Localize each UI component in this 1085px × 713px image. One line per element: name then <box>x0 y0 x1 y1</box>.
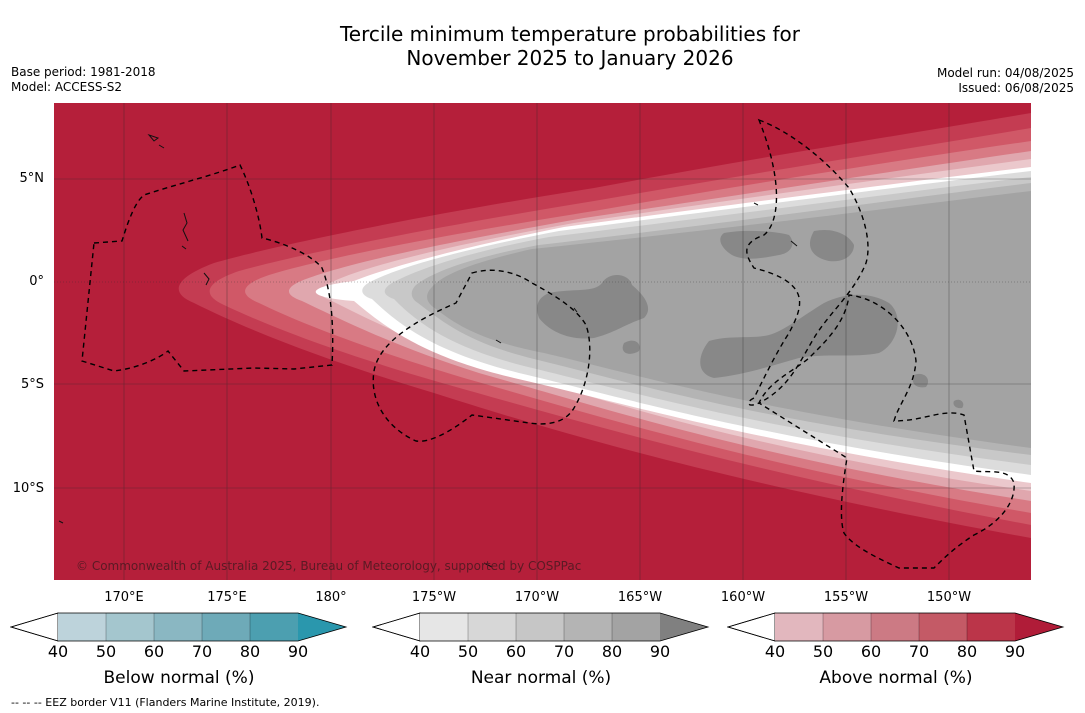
near-tick-label: 90 <box>649 642 671 661</box>
eez-footnote: -- -- -- EEZ border V11 (Flanders Marine… <box>11 696 320 709</box>
lat-label-0: 0° <box>29 274 44 289</box>
run-info: Model run: 04/08/2025 Issued: 06/08/2025 <box>937 66 1074 96</box>
lat-label-10s: 10°S <box>12 481 44 496</box>
near-colorbar-max-arrow <box>660 613 708 641</box>
above-tick-label: 80 <box>956 642 978 661</box>
model-name: Model: ACCESS-S2 <box>11 80 123 94</box>
map-graticule <box>54 103 1031 580</box>
below-colorbar-segment-4 <box>250 613 298 641</box>
near-tick-label: 70 <box>553 642 575 661</box>
above-colorbar-min-arrow <box>727 612 776 642</box>
below-colorbar-max-arrow <box>298 613 346 641</box>
above-colorbar-segment-1 <box>823 613 871 641</box>
near-tick-label: 50 <box>457 642 479 661</box>
above-tick-label: 90 <box>1004 642 1026 661</box>
lon-label-170e: 170°E <box>104 590 144 605</box>
map-svg <box>54 103 1031 580</box>
above-colorbar-max-arrow <box>1015 613 1063 641</box>
above-colorbar-segment-3 <box>919 613 967 641</box>
below-tick-label: 50 <box>95 642 117 661</box>
lat-label-5s: 5°S <box>20 377 44 392</box>
above-colorbar-outline <box>727 612 1065 642</box>
legend-title-above: Above normal (%) <box>819 668 973 688</box>
below-tick-label: 70 <box>191 642 213 661</box>
lon-label-155w: 155°W <box>823 590 869 605</box>
near-colorbar-segment-4 <box>612 613 660 641</box>
island-outlines <box>58 133 798 568</box>
near-tick-label: 40 <box>409 642 431 661</box>
title-line-1: Tercile minimum temperature probabilitie… <box>339 22 801 46</box>
near-colorbar-segment-3 <box>564 613 612 641</box>
lon-label-175e: 175°E <box>207 590 247 605</box>
map-title: Tercile minimum temperature probabilitie… <box>0 22 1085 70</box>
title-line-2: November 2025 to January 2026 <box>406 46 734 70</box>
colorbar-above <box>727 612 1065 642</box>
above-tick-label: 70 <box>908 642 930 661</box>
below-colorbar-segment-1 <box>106 613 154 641</box>
probability-map <box>54 103 1031 580</box>
model-info: Base period: 1981-2018 Model: ACCESS-S2 <box>11 65 156 95</box>
below-tick-label: 60 <box>143 642 165 661</box>
above-tick-label: 50 <box>812 642 834 661</box>
near-colorbar-segment-2 <box>516 613 564 641</box>
copyright-notice: © Commonwealth of Australia 2025, Bureau… <box>76 559 582 573</box>
near-tick-label: 80 <box>601 642 623 661</box>
colorbar-near <box>372 612 710 642</box>
below-tick-label: 40 <box>47 642 69 661</box>
below-tick-label: 80 <box>239 642 261 661</box>
near-colorbar-min-arrow <box>372 612 421 642</box>
colorbar-below <box>10 612 348 642</box>
below-colorbar-segment-3 <box>202 613 250 641</box>
above-tick-label: 60 <box>860 642 882 661</box>
base-period: Base period: 1981-2018 <box>11 65 156 79</box>
near-colorbar-segment-0 <box>420 613 468 641</box>
near-colorbar-segment-1 <box>468 613 516 641</box>
near-colorbar-outline <box>372 612 710 642</box>
near-tick-label: 60 <box>505 642 527 661</box>
eez-borders <box>81 118 1015 569</box>
above-tick-label: 40 <box>764 642 786 661</box>
below-colorbar-segment-0 <box>58 613 106 641</box>
above-colorbar-segment-0 <box>775 613 823 641</box>
lon-label-165w: 165°W <box>617 590 663 605</box>
above-colorbar-segment-4 <box>967 613 1015 641</box>
lat-label-5n: 5°N <box>19 171 45 186</box>
below-colorbar-min-arrow <box>10 612 59 642</box>
above-colorbar-segment-2 <box>871 613 919 641</box>
legend-title-near: Near normal (%) <box>470 668 612 688</box>
legend-title-below: Below normal (%) <box>103 668 255 688</box>
near-90-patches <box>537 229 964 409</box>
lon-label-150w: 150°W <box>926 590 972 605</box>
lon-label-175w: 175°W <box>411 590 457 605</box>
below-tick-label: 90 <box>287 642 309 661</box>
model-run-date: Model run: 04/08/2025 <box>936 66 1074 80</box>
issued-date: Issued: 06/08/2025 <box>958 81 1074 95</box>
below-colorbar-outline <box>10 612 348 642</box>
lon-label-160w: 160°W <box>720 590 766 605</box>
lon-label-180: 180° <box>315 590 347 605</box>
below-colorbar-segment-2 <box>154 613 202 641</box>
lon-label-170w: 170°W <box>514 590 560 605</box>
